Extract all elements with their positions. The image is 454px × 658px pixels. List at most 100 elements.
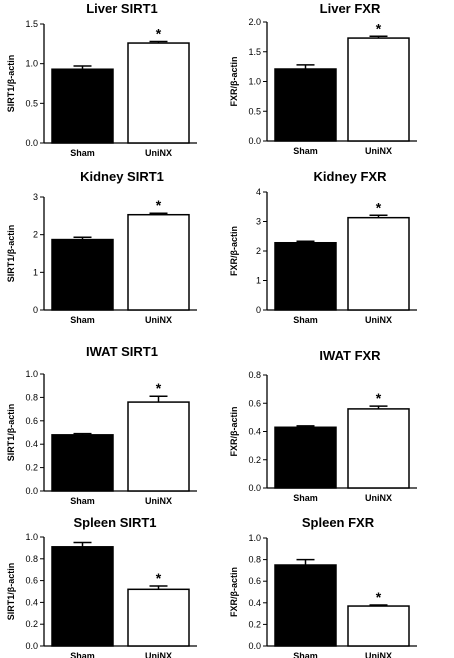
bar-uninx: [127, 401, 190, 492]
y-tick-label: 0.5: [248, 106, 261, 116]
y-tick-label: 0.8: [25, 392, 38, 402]
bar-sham: [51, 68, 114, 144]
significance-marker: *: [376, 199, 382, 215]
y-axis-label: SIRT1/β-actin: [6, 225, 16, 283]
bar-sham: [51, 546, 114, 647]
y-tick-label: 0.6: [248, 398, 261, 408]
y-tick-label: 0.6: [248, 576, 261, 586]
bar-sham: [274, 68, 337, 142]
y-tick-label: 1.0: [248, 533, 261, 543]
y-tick-label: 0.0: [25, 138, 38, 148]
bar-uninx: [347, 216, 410, 311]
bar-sham: [51, 238, 114, 311]
y-tick-label: 0.8: [25, 554, 38, 564]
bar-uninx: [127, 42, 190, 144]
y-tick-label: 1.5: [25, 19, 38, 29]
panel-title: Kidney FXR: [314, 169, 388, 184]
x-tick-label: Sham: [293, 651, 318, 658]
y-tick-label: 0: [256, 305, 261, 315]
y-tick-label: 2: [33, 230, 38, 240]
panel-title: Spleen FXR: [302, 515, 375, 530]
significance-marker: *: [376, 390, 382, 406]
chart-panel: 0.0 0.2 0.4 0.6 0.8 1.0 SIRT1/β-actin Sham UniNX…: [6, 369, 197, 506]
y-axis-label: FXR/β-actin: [229, 57, 239, 107]
bar-uninx: [127, 588, 190, 647]
x-tick-label: UniNX: [145, 651, 172, 658]
chart-panel: 0.0 0.2 0.4 0.6 0.8 1.0 SIRT1/β-actin Sham UniNX…: [6, 532, 197, 658]
chart-panel: 0 1 2 3 SIRT1/β-actin Sham UniNX *: [6, 192, 197, 325]
y-axis-label: SIRT1/β-actin: [6, 404, 16, 462]
y-tick-label: 0.4: [248, 427, 261, 437]
significance-marker: *: [376, 20, 382, 36]
y-tick-label: 1: [33, 267, 38, 277]
y-tick-label: 0.2: [25, 463, 38, 473]
x-tick-label: UniNX: [365, 146, 392, 156]
x-tick-label: UniNX: [365, 651, 392, 658]
x-tick-label: Sham: [293, 315, 318, 325]
x-tick-label: Sham: [293, 146, 318, 156]
y-axis-label: SIRT1/β-actin: [6, 563, 16, 621]
x-tick-label: Sham: [293, 493, 318, 503]
chart-panel: 0.0 0.5 1.0 1.5 SIRT1/β-actin Sham UniNX *: [6, 19, 197, 158]
y-tick-label: 0.0: [248, 483, 261, 493]
bar-uninx: [347, 408, 410, 489]
x-tick-label: Sham: [70, 315, 95, 325]
panel-title: IWAT FXR: [319, 348, 381, 363]
panel-title: Spleen SIRT1: [73, 515, 156, 530]
y-tick-label: 0.4: [248, 598, 261, 608]
y-tick-label: 0.8: [248, 555, 261, 565]
y-tick-label: 0.0: [25, 486, 38, 496]
significance-marker: *: [156, 25, 162, 41]
y-tick-label: 1: [256, 276, 261, 286]
y-tick-label: 3: [33, 192, 38, 202]
bar-uninx: [347, 605, 410, 647]
y-tick-label: 1.0: [25, 59, 38, 69]
bar-sham: [274, 564, 337, 647]
x-tick-label: Sham: [70, 651, 95, 658]
y-tick-label: 0.6: [25, 576, 38, 586]
y-tick-label: 0.5: [25, 98, 38, 108]
bar-uninx: [347, 37, 410, 142]
significance-marker: *: [376, 589, 382, 605]
y-tick-label: 2.0: [248, 17, 261, 27]
panel-title: Liver FXR: [320, 1, 381, 16]
significance-marker: *: [156, 197, 162, 213]
y-tick-label: 0.0: [248, 641, 261, 651]
x-tick-label: Sham: [70, 496, 95, 506]
y-tick-label: 0.4: [25, 597, 38, 607]
panel-title: Liver SIRT1: [86, 1, 158, 16]
bar-sham: [274, 426, 337, 489]
chart-panel: 0.0 0.5 1.0 1.5 2.0 FXR/β-actin Sham UniNX *: [229, 17, 417, 156]
x-tick-label: UniNX: [145, 496, 172, 506]
y-tick-label: 1.0: [25, 369, 38, 379]
y-tick-label: 2: [256, 246, 261, 256]
y-axis-label: FXR/β-actin: [229, 407, 239, 457]
x-tick-label: UniNX: [365, 315, 392, 325]
y-tick-label: 3: [256, 217, 261, 227]
y-tick-label: 1.0: [248, 77, 261, 87]
y-axis-label: FXR/β-actin: [229, 226, 239, 276]
chart-panel: 0.0 0.2 0.4 0.6 0.8 1.0 FXR/β-actin Sham UniNX *: [229, 533, 417, 658]
bar-sham: [51, 434, 114, 492]
y-tick-label: 0: [33, 305, 38, 315]
x-tick-label: UniNX: [145, 148, 172, 158]
y-axis-label: SIRT1/β-actin: [6, 55, 16, 113]
y-tick-label: 0.2: [248, 619, 261, 629]
y-tick-label: 0.2: [25, 619, 38, 629]
significance-marker: *: [156, 570, 162, 586]
x-tick-label: UniNX: [145, 315, 172, 325]
chart-panel: 0.0 0.2 0.4 0.6 0.8 FXR/β-actin Sham UniNX *: [229, 370, 417, 503]
chart-panel: 0 1 2 3 4 FXR/β-actin Sham UniNX *: [229, 187, 417, 325]
panel-title: Kidney SIRT1: [80, 169, 164, 184]
x-tick-label: Sham: [70, 148, 95, 158]
significance-marker: *: [156, 380, 162, 396]
y-tick-label: 0.0: [248, 136, 261, 146]
bar-sham: [274, 241, 337, 311]
y-tick-label: 0.2: [248, 455, 261, 465]
y-tick-label: 0.4: [25, 439, 38, 449]
y-tick-label: 1.5: [248, 47, 261, 57]
y-tick-label: 0.6: [25, 416, 38, 426]
y-axis-label: FXR/β-actin: [229, 567, 239, 617]
y-tick-label: 1.0: [25, 532, 38, 542]
